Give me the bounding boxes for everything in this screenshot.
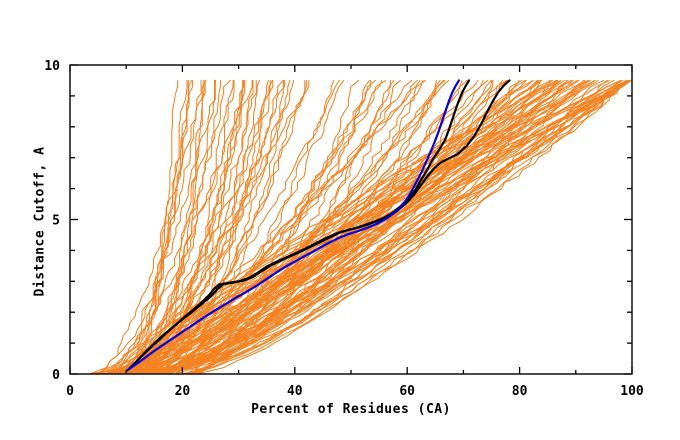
x-tick-label: 60 xyxy=(399,384,415,399)
background-curve xyxy=(108,79,205,375)
background-curve xyxy=(173,79,631,375)
background-curve xyxy=(150,79,376,375)
y-axis-label: Distance Cutoff, A xyxy=(32,146,48,297)
background-curve xyxy=(106,79,235,375)
plot-clip-left xyxy=(0,0,70,440)
series-prediction-highlight-black-2 xyxy=(129,79,511,369)
plot-clip-top xyxy=(0,0,680,65)
y-tick-label: 10 xyxy=(44,59,60,74)
background-curve xyxy=(165,79,621,375)
background-curve xyxy=(95,79,231,375)
background-curve xyxy=(188,79,628,375)
y-tick-label: 5 xyxy=(52,214,60,229)
background-curve xyxy=(100,79,246,375)
background-curve xyxy=(188,79,628,375)
background-curve xyxy=(174,79,624,375)
background-curve xyxy=(169,79,629,375)
background-curve xyxy=(151,79,632,375)
x-tick-label: 40 xyxy=(287,384,303,399)
background-curve xyxy=(119,79,596,375)
background-curve xyxy=(141,79,572,375)
background-curve xyxy=(113,79,599,375)
background-curve xyxy=(158,79,335,375)
x-axis-label: Percent of Residues (CA) xyxy=(251,402,451,417)
background-curve xyxy=(111,79,622,375)
background-curve xyxy=(88,79,217,375)
x-tick-label: 100 xyxy=(620,384,644,399)
background-curve xyxy=(130,79,586,375)
background-curve xyxy=(112,79,418,375)
background-curve xyxy=(130,79,193,375)
background-curve xyxy=(115,79,558,375)
series-prediction-highlight-blue xyxy=(126,79,460,372)
background-curve xyxy=(120,79,253,375)
background-curve xyxy=(181,79,632,375)
background-curve xyxy=(96,79,202,375)
background-curve xyxy=(103,79,221,375)
x-tick-label: 0 xyxy=(66,384,74,399)
background-curve xyxy=(109,79,260,375)
plot-clip-bottom xyxy=(0,375,680,440)
background-curve xyxy=(101,79,244,375)
background-curve xyxy=(133,79,527,375)
background-curve xyxy=(107,79,450,375)
background-curve xyxy=(131,79,206,375)
x-tick-label: 20 xyxy=(175,384,191,399)
y-tick-label: 0 xyxy=(52,368,60,383)
background-curve xyxy=(105,79,421,375)
plot-frame xyxy=(69,64,633,375)
background-curve xyxy=(196,79,608,375)
background-curve xyxy=(191,79,632,375)
plot-clip-right xyxy=(633,0,680,440)
background-curve xyxy=(105,79,310,375)
background-curve xyxy=(112,79,295,375)
x-tick-label: 80 xyxy=(512,384,528,399)
